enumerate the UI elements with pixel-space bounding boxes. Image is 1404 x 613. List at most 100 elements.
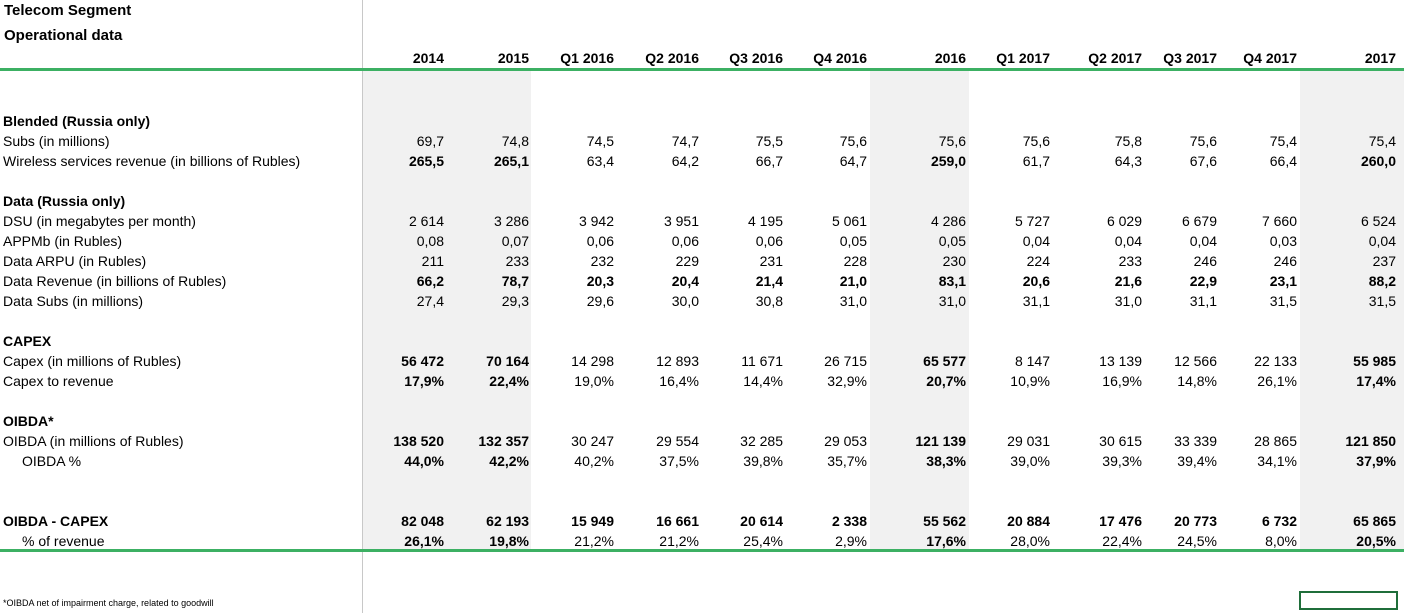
table-cell: 6 029 xyxy=(1106,213,1142,229)
table-cell: 39,0% xyxy=(1010,453,1050,469)
table-cell: 27,4 xyxy=(416,293,444,309)
table-cell: 0,07 xyxy=(501,233,529,249)
table-cell: 0,05 xyxy=(938,233,966,249)
table-cell: 0,08 xyxy=(416,233,444,249)
table-cell: 237 xyxy=(1372,253,1396,269)
table-cell: 29,3 xyxy=(501,293,529,309)
table-cell: 64,7 xyxy=(839,153,867,169)
table-row: Wireless services revenue (in billions o… xyxy=(0,151,1404,171)
table-cell: 31,1 xyxy=(1189,293,1217,309)
table-cell: 132 357 xyxy=(478,433,529,449)
table-cell: 232 xyxy=(590,253,614,269)
table-cell: 6 732 xyxy=(1261,513,1297,529)
table-cell: 0,04 xyxy=(1368,233,1396,249)
table-cell: 32,9% xyxy=(827,373,867,389)
table-row: OIBDA (in millions of Rubles) 138 520 132 … xyxy=(0,431,1404,451)
table-cell: 230 xyxy=(942,253,966,269)
table-cell: 0,04 xyxy=(1114,233,1142,249)
column-header: 2015 xyxy=(497,50,529,66)
table-cell: 29 053 xyxy=(824,433,867,449)
table-cell: 17,4% xyxy=(1356,373,1396,389)
row-label: DSU (in megabytes per month) xyxy=(3,213,196,229)
column-header: Q3 2016 xyxy=(729,50,783,66)
row-label: Data ARPU (in Rubles) xyxy=(3,253,147,269)
table-cell: 28,0% xyxy=(1010,533,1050,549)
table-cell: 64,2 xyxy=(671,153,699,169)
column-shade-2014-2015 xyxy=(363,70,531,550)
table-cell: 22,4% xyxy=(489,373,529,389)
table-cell: 5 061 xyxy=(831,213,867,229)
row-label: OIBDA (in millions of Rubles) xyxy=(3,433,184,449)
table-cell: 40,2% xyxy=(574,453,614,469)
table-cell: 55 562 xyxy=(923,513,966,529)
table-cell: 3 942 xyxy=(578,213,614,229)
table-cell: 56 472 xyxy=(401,353,444,369)
table-cell: 23,1 xyxy=(1269,273,1297,289)
table-cell: 211 xyxy=(421,253,444,269)
table-cell: 28 865 xyxy=(1254,433,1297,449)
table-cell: 8,0% xyxy=(1265,533,1297,549)
table-row: Data Subs (in millions) 27,4 29,3 29,6 30,0 3… xyxy=(0,291,1404,311)
table-cell: 75,4 xyxy=(1269,133,1297,149)
table-cell: 69,7 xyxy=(416,133,444,149)
table-cell: 20 614 xyxy=(740,513,783,529)
segment-subtitle: Operational data xyxy=(4,27,123,44)
column-header: Q4 2016 xyxy=(813,50,867,66)
table-cell: 30,8 xyxy=(755,293,783,309)
table-cell: 25,4% xyxy=(743,533,783,549)
segment-title: Telecom Segment xyxy=(4,2,132,19)
table-cell: 21,4 xyxy=(755,273,783,289)
table-cell: 21,6 xyxy=(1114,273,1142,289)
table-cell: 0,06 xyxy=(755,233,783,249)
row-label: OIBDA* xyxy=(3,413,54,429)
vertical-divider xyxy=(362,0,363,613)
table-row: Subs (in millions) 69,7 74,8 74,5 74,7 75,5 75… xyxy=(0,131,1404,151)
table-cell: 30,0 xyxy=(671,293,699,309)
table-cell: 64,3 xyxy=(1114,153,1142,169)
table-cell: 65 577 xyxy=(923,353,966,369)
row-label: Data Subs (in millions) xyxy=(3,293,144,309)
table-cell: 66,4 xyxy=(1269,153,1297,169)
table-cell: 37,5% xyxy=(659,453,699,469)
table-cell: 265,1 xyxy=(493,153,529,169)
table-cell: 22,4% xyxy=(1102,533,1142,549)
table-cell: 3 286 xyxy=(493,213,529,229)
column-header: 2017 xyxy=(1364,50,1396,66)
column-header: Q1 2017 xyxy=(996,50,1050,66)
column-header: Q3 2017 xyxy=(1163,50,1217,66)
table-cell: 20 884 xyxy=(1007,513,1050,529)
table-cell: 31,0 xyxy=(938,293,966,309)
table-cell: 44,0% xyxy=(404,453,444,469)
column-header: 2014 xyxy=(412,50,444,66)
table-cell: 20,3 xyxy=(586,273,614,289)
table-cell: 260,0 xyxy=(1360,153,1396,169)
table-cell: 15 949 xyxy=(571,513,614,529)
table-cell: 20,5% xyxy=(1356,533,1396,549)
table-row: Data Revenue (in billions of Rubles) 66,2… xyxy=(0,271,1404,291)
table-cell: 65 865 xyxy=(1353,513,1396,529)
table-cell: 14,4% xyxy=(743,373,783,389)
table-cell: 62 193 xyxy=(486,513,529,529)
table-cell: 259,0 xyxy=(930,153,966,169)
table-cell: 13 139 xyxy=(1099,353,1142,369)
table-cell: 75,6 xyxy=(938,133,966,149)
table-cell: 30 615 xyxy=(1099,433,1142,449)
table-cell: 29 554 xyxy=(656,433,699,449)
bottom-green-rule xyxy=(0,549,1404,552)
table-cell: 16 661 xyxy=(656,513,699,529)
table-cell: 17,9% xyxy=(404,373,444,389)
table-row: APPMb (in Rubles) 0,08 0,07 0,06 0,06 0,06 0,0… xyxy=(0,231,1404,251)
table-cell: 35,7% xyxy=(827,453,867,469)
table-cell: 20,6 xyxy=(1022,273,1050,289)
row-label: APPMb (in Rubles) xyxy=(3,233,123,249)
selected-cell[interactable] xyxy=(1299,591,1398,610)
table-cell: 24,5% xyxy=(1177,533,1217,549)
table-row: Capex to revenue 17,9% 22,4% 19,0% 16,4% 14,4… xyxy=(0,371,1404,391)
table-cell: 26,1% xyxy=(404,533,444,549)
row-label: Wireless services revenue (in billions o… xyxy=(3,153,301,169)
table-cell: 138 520 xyxy=(393,433,444,449)
table-cell: 224 xyxy=(1026,253,1050,269)
table-cell: 39,4% xyxy=(1177,453,1217,469)
table-cell: 63,4 xyxy=(586,153,614,169)
table-cell: 4 195 xyxy=(747,213,783,229)
